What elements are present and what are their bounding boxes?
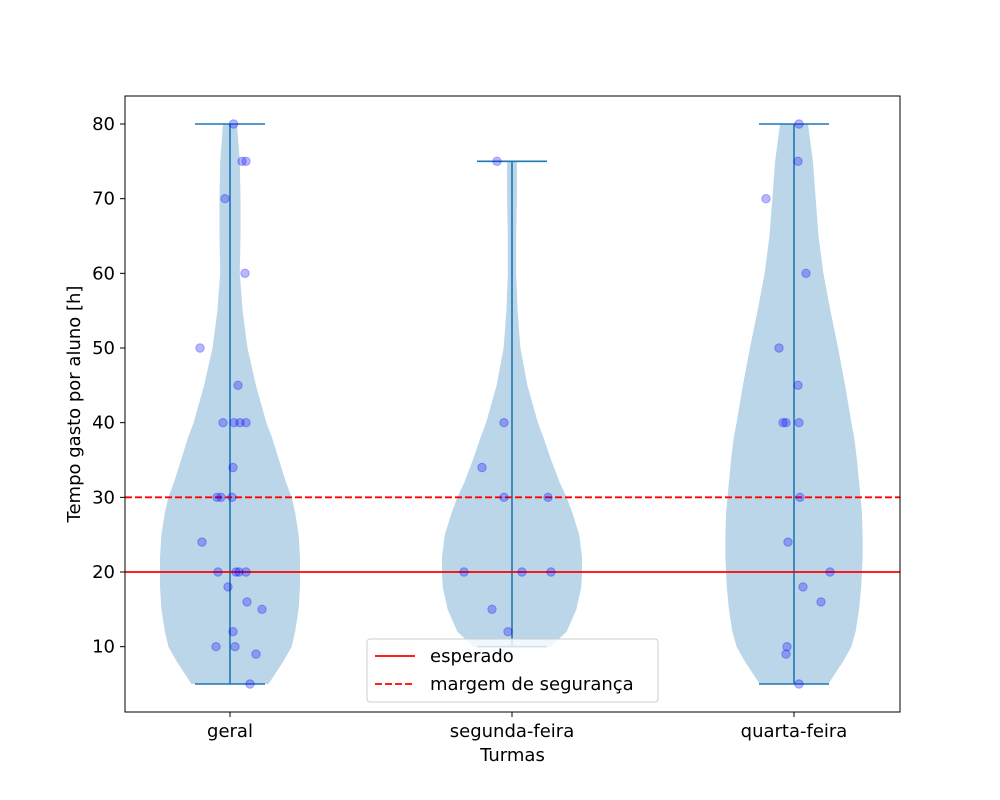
data-point-segunda-feira [503,627,513,637]
data-point-quarta-feira [778,418,788,428]
data-point-quarta-feira [825,567,835,577]
data-point-geral [240,268,250,278]
data-point-geral [229,418,239,428]
data-point-quarta-feira [761,194,771,204]
data-point-geral [213,567,223,577]
data-point-geral [235,418,245,428]
data-point-segunda-feira [546,567,556,577]
x-axis-label: Turmas [479,745,545,766]
reference-lines-layer [125,496,900,573]
y-tick-label: 30 [92,487,115,508]
data-point-geral [220,194,230,204]
legend-box [366,638,659,703]
y-tick-label: 20 [92,562,115,583]
data-point-geral [227,492,237,502]
data-points-layer [195,119,835,689]
data-point-geral [257,604,267,614]
data-point-segunda-feira [543,492,553,502]
data-point-geral [231,567,241,577]
x-tick-label-geral: geral [207,721,253,742]
data-point-geral [228,627,238,637]
data-point-geral [242,597,252,607]
data-point-geral [241,418,251,428]
data-point-quarta-feira [782,642,792,652]
data-point-quarta-feira [794,679,804,689]
data-point-geral [233,380,243,390]
y-tick-label: 80 [92,114,115,135]
data-point-geral [241,567,251,577]
data-point-geral [230,642,240,652]
data-point-segunda-feira [459,567,469,577]
data-point-geral [218,418,228,428]
ticks-layer: 10 20 30 40 50 60 70 80 geral segunda-feira quarta… [92,114,847,742]
data-point-geral [228,462,238,473]
violins-layer [160,123,863,685]
data-point-segunda-feira [517,567,527,577]
data-point-geral [211,642,221,652]
y-tick-label: 10 [92,637,115,658]
data-point-quarta-feira [795,492,805,502]
x-tick-label-segunda-feira: segunda-feira [450,721,575,742]
data-point-quarta-feira [781,418,791,428]
y-tick-label: 40 [92,413,115,434]
data-point-geral [251,649,261,659]
y-tick-label: 50 [92,338,115,359]
data-point-quarta-feira [793,380,803,390]
y-axis-label: Tempo gasto por aluno [h] [64,286,85,524]
data-point-geral [241,156,251,167]
y-tick-label: 60 [92,263,115,284]
data-point-quarta-feira [801,268,811,278]
data-point-geral [216,492,226,502]
legend-label-esperado: esperado [430,646,514,667]
data-point-quarta-feira [774,343,784,353]
data-point-geral [223,582,233,592]
data-point-quarta-feira [816,597,826,607]
data-point-segunda-feira [499,492,509,502]
data-point-quarta-feira [794,119,804,129]
legend-label-margem-de-seguranca: margem de segurança [430,674,634,695]
data-point-quarta-feira [794,418,804,428]
data-point-quarta-feira [783,537,793,547]
data-point-segunda-feira [477,462,487,473]
data-point-geral [212,492,222,502]
y-tick-label: 70 [92,189,115,210]
data-point-quarta-feira [798,582,808,592]
data-point-quarta-feira [781,649,791,659]
data-point-geral [197,537,207,547]
data-point-quarta-feira [793,156,803,167]
data-point-segunda-feira [499,418,509,428]
data-point-geral [237,156,247,167]
data-point-geral [245,679,255,689]
data-point-segunda-feira [492,156,502,167]
data-point-segunda-feira [487,604,497,614]
legend: esperado margem de segurança [366,638,659,703]
x-tick-label-quarta-feira: quarta-feira [741,721,848,742]
data-point-geral [234,567,244,577]
data-point-geral [195,343,205,353]
data-point-geral [228,119,239,129]
